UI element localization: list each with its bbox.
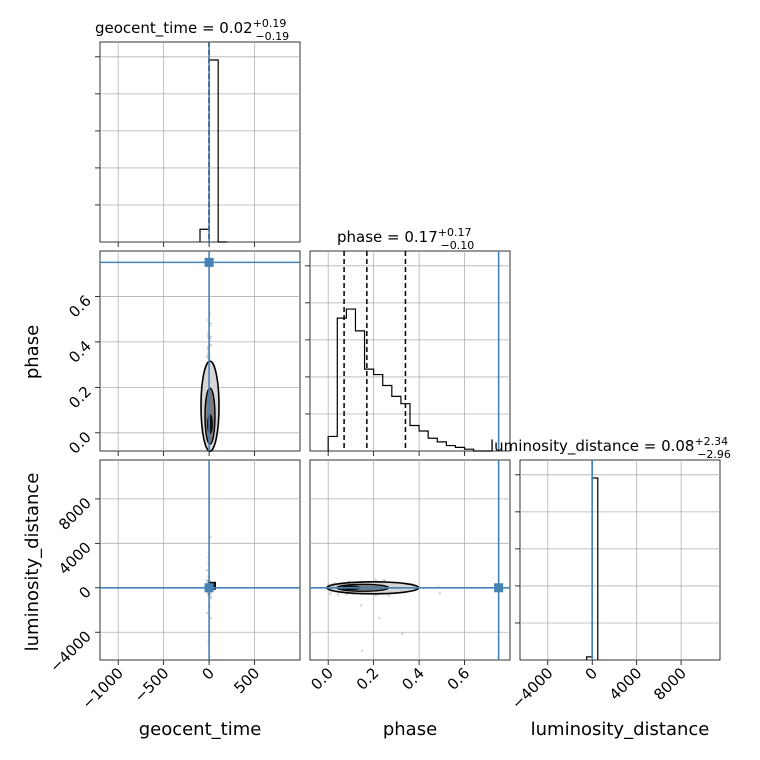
ylabel-phase: phase	[22, 325, 43, 379]
panel-frame	[99, 41, 301, 243]
x-tick-label: −4000	[508, 664, 557, 713]
y-tick-label: 8000	[55, 494, 95, 534]
panel-frame	[99, 250, 301, 452]
x-tick-label: 0.0	[307, 664, 337, 694]
panel-phase-vs-geocent-time: 0.0 0.2 0.4 0.6	[65, 250, 301, 458]
xlabel-phase: phase	[383, 719, 437, 740]
sample-point	[336, 593, 340, 596]
x-tick-label: −1000	[78, 664, 127, 713]
sample-point	[209, 617, 212, 620]
x-tick-label: −500	[131, 664, 173, 706]
xlabel-geocent-time: geocent_time	[139, 719, 262, 740]
sample-point	[401, 632, 404, 636]
x-tick-label: 0.2	[353, 664, 383, 694]
x-tick-label: 0.4	[398, 664, 428, 694]
x-tick-label: 4000	[606, 664, 646, 704]
sample-point	[383, 579, 387, 582]
sample-point	[205, 569, 209, 572]
y-tick-label: 0	[75, 583, 94, 602]
x-tick-label: 500	[230, 664, 263, 697]
panel-frame	[519, 459, 721, 661]
sample-point	[374, 594, 377, 597]
truth-marker	[204, 583, 214, 593]
y-tick-label: 0.2	[65, 382, 95, 412]
sample-point	[438, 592, 442, 595]
sample-point	[344, 593, 348, 596]
panel-frame	[99, 459, 301, 661]
sample-point	[378, 617, 381, 620]
panel-phase-vs-phase	[305, 250, 511, 456]
y-tick-label: 0.4	[65, 337, 95, 367]
title-luminosity-distance: luminosity_distance = 0.08+2.34 −2.96	[490, 435, 731, 461]
sample-point	[328, 592, 332, 596]
xlabel-luminosity-distance: luminosity_distance	[531, 719, 710, 740]
panel-luminosity-distance-vs-phase: 0.0 0.2 0.4 0.6	[307, 459, 511, 694]
contour-core	[207, 414, 213, 435]
title-phase: phase = 0.17+0.17 −0.10	[337, 226, 474, 252]
y-tick-label: 0.6	[65, 292, 95, 322]
panel-luminosity-distance-vs-luminosity-distance: −4000 0 4000 8000	[508, 459, 721, 713]
sample-point	[387, 594, 391, 598]
panel-frame	[309, 459, 511, 661]
x-tick-label: 0.6	[444, 664, 474, 694]
x-tick-label: 8000	[650, 664, 690, 704]
sample-point	[374, 578, 377, 581]
truth-marker	[204, 257, 214, 267]
sample-point	[206, 579, 209, 582]
sample-point	[360, 649, 364, 652]
x-tick-label: 0	[198, 664, 217, 683]
sample-point	[209, 322, 212, 325]
y-tick-label: −4000	[46, 627, 95, 676]
sample-point	[205, 611, 209, 615]
ylabel-luminosity-distance: luminosity_distance	[22, 473, 43, 652]
truth-marker	[494, 583, 504, 593]
x-tick-label: 0	[582, 664, 601, 683]
sample-point	[209, 335, 213, 339]
title-geocent-time: geocent_time = 0.02+0.19 −0.19	[95, 17, 289, 43]
y-tick-label: 0.0	[65, 428, 95, 458]
sample-point	[360, 604, 363, 607]
y-tick-label: 4000	[55, 538, 95, 578]
panel-geocent-time-vs-geocent-time	[95, 41, 301, 247]
